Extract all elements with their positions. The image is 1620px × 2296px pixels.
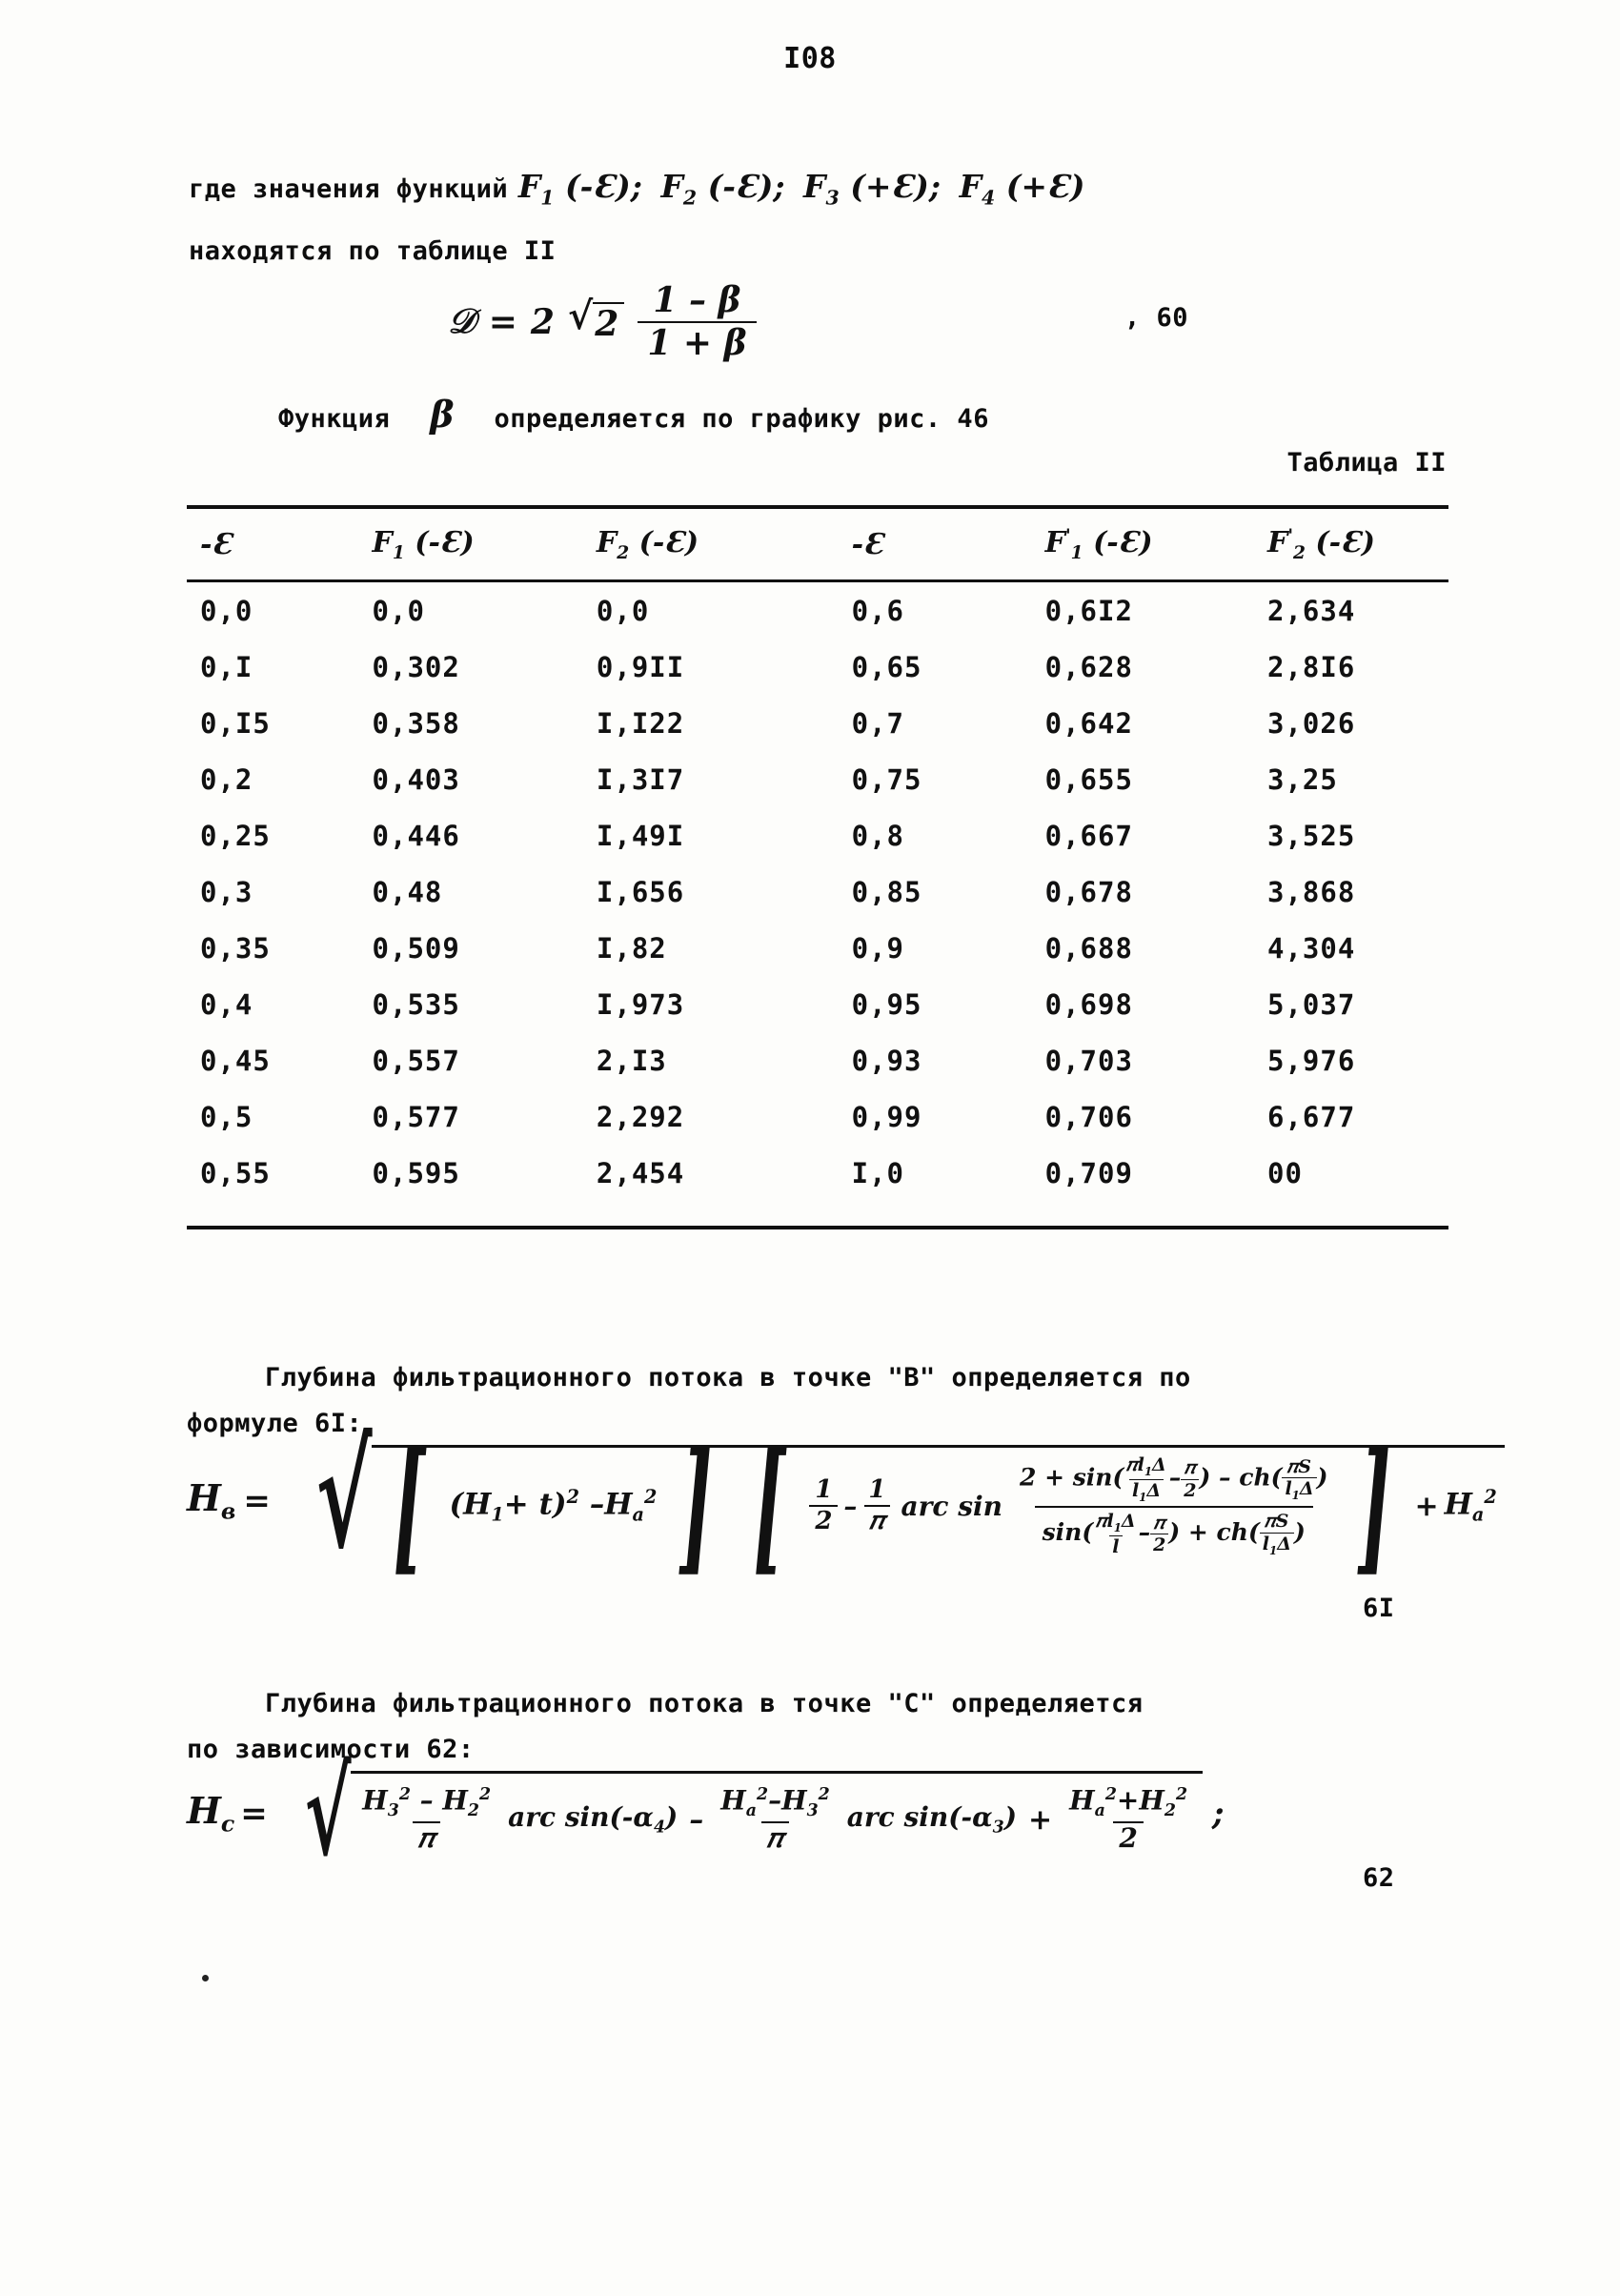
intro-line-1: где значения функций F1 (-Ɛ); F2 (-Ɛ); F… — [189, 160, 1447, 225]
formula-61-equals: = — [243, 1481, 271, 1520]
formula-60: 𝒟 = 2 √ 2 1 – β 1 + β — [448, 282, 757, 362]
formula-62-equals: = — [240, 1794, 268, 1833]
table-row: 0,45 0,557 2,I3 0,93 0,703 5,976 — [200, 1044, 1356, 1077]
formula-60-number: , 60 — [1124, 303, 1189, 333]
column-header-f1-prime: F'1 (-Ɛ) — [1044, 525, 1153, 563]
paragraph-point-b-line-2: формуле 6I: — [187, 1409, 363, 1438]
function-f1: F1 (-Ɛ); — [517, 168, 642, 210]
beta-symbol: β — [430, 393, 455, 436]
page-number: I08 — [783, 42, 837, 75]
formula-61-term-1: (H1+ t)2 –Ha2 — [449, 1486, 658, 1526]
formula-61-plus: + — [1414, 1489, 1439, 1523]
formula-61-big-numerator: 2 + sin(𝜋l1Δ l1Δ – 𝜋 2) – ch(𝜋S l1Δ) — [1019, 1454, 1328, 1504]
formula-61-radical: √ [ (H1+ t)2 –Ha2 ] [ 1 2 – 1 — [278, 1412, 1505, 1590]
formula-61-big-denominator: sin(𝜋l1Δ l – 𝜋 2) + ch(𝜋S l1Δ) — [1034, 1506, 1313, 1557]
table-rule-top — [187, 505, 1448, 509]
column-header-f2-prime: F'2 (-Ɛ) — [1267, 525, 1375, 563]
column-header-f1: F1 (-Ɛ) — [372, 525, 475, 563]
formula-60-sqrt: √ 2 — [567, 294, 625, 344]
bracket-open-icon: [ — [393, 1421, 426, 1590]
table-rule-bottom — [187, 1226, 1448, 1229]
den-frac-3: 𝜋S l1Δ — [1259, 1512, 1294, 1556]
column-header-eps-left: -Ɛ — [200, 527, 233, 561]
formula-61-lhs: Hв — [187, 1476, 236, 1525]
formula-62-term-2-fraction: Ha2–H32 𝜋 — [720, 1784, 830, 1854]
table-row: 0,35 0,509 I,82 0,9 0,688 4,304 — [200, 931, 1356, 965]
table-row: 0,25 0,446 I,49I 0,8 0,667 3,525 — [200, 819, 1356, 852]
formula-61-one-over-pi: 1 𝜋 — [862, 1476, 891, 1534]
paragraph-point-c-line-2: по зависимости 62: — [187, 1735, 475, 1764]
table-row: 0,3 0,48 I,656 0,85 0,678 3,868 — [200, 875, 1356, 908]
table-row: 0,5 0,577 2,292 0,99 0,706 6,677 — [200, 1100, 1356, 1133]
column-header-eps-right: -Ɛ — [851, 527, 884, 561]
bracket-open-2-icon: [ — [753, 1421, 786, 1590]
formula-62-term-1-function: arc sin(-α4) — [508, 1801, 678, 1838]
column-header-f2: F2 (-Ɛ) — [596, 525, 699, 563]
formula-60-lhs: 𝒟 — [448, 301, 476, 342]
formula-60-numerator: 1 – β — [653, 280, 741, 320]
formula-61-minus-2: – — [843, 1490, 858, 1522]
formula-60-radicand: 2 — [593, 302, 625, 344]
formula-62-term-3-fraction: Ha2+H22 2 — [1069, 1784, 1188, 1854]
formula-62-number: 62 — [1363, 1863, 1395, 1893]
formula-61-radicand: [ (H1+ t)2 –Ha2 ] [ 1 2 – 1 𝜋 — [372, 1421, 1505, 1590]
formula-62-term-1-fraction: H32 – H22 𝜋 — [362, 1784, 492, 1854]
formula-60-equals: = — [488, 301, 517, 342]
formula-61-tail: Ha2 — [1444, 1486, 1497, 1526]
formula-61: Hв = √ [ (H1+ t)2 –Ha2 ] [ 1 2 — [187, 1412, 1505, 1590]
function-f2: F2 (-Ɛ); — [660, 168, 785, 210]
num-frac-1: 𝜋l1Δ l1Δ — [1126, 1454, 1166, 1504]
formula-61-one-half: 1 2 — [809, 1476, 839, 1534]
intro-paragraph: где значения функций F1 (-Ɛ); F2 (-Ɛ); F… — [189, 160, 1447, 278]
table-row: 0,I 0,302 0,9II 0,65 0,628 2,8I6 — [200, 650, 1356, 683]
formula-62-radicand: H32 – H22 𝜋 arc sin(-α4) – Ha2–H32 𝜋 arc… — [351, 1771, 1204, 1856]
paragraph-point-b-line-1: Глубина фильтрационного потока в точке "… — [265, 1363, 1191, 1392]
radical-icon: √ — [315, 1412, 373, 1580]
table-row: 0,0 0,0 0,0 0,6 0,6I2 2,634 — [200, 594, 1356, 627]
table-2: -Ɛ F1 (-Ɛ) F2 (-Ɛ) -Ɛ F'1 (- — [187, 505, 1448, 1229]
intro-line-2: находятся по таблице II — [189, 235, 557, 266]
bracket-close-2-icon: ] — [1358, 1421, 1391, 1590]
paragraph-point-b: Глубина фильтрационного потока в точке "… — [187, 1355, 1454, 1447]
beta-definition-line: Функция β определяется по графику рис. 4… — [278, 393, 989, 436]
table-row: 0,I5 0,358 I,I22 0,7 0,642 3,026 — [200, 706, 1356, 740]
formula-62-operator-2: + — [1027, 1802, 1053, 1837]
table-header-row: -Ɛ F1 (-Ɛ) F2 (-Ɛ) -Ɛ F'1 (- — [187, 509, 1448, 579]
radical-icon: √ — [567, 294, 594, 339]
function-f3: F3 (+Ɛ); — [803, 168, 942, 210]
scan-artifact-dot — [202, 1975, 209, 1981]
beta-line-rest: определяется по графику рис. 46 — [494, 404, 989, 434]
formula-62-semicolon: ; — [1212, 1794, 1225, 1833]
paragraph-point-c-line-1: Глубина фильтрационного потока в точке "… — [265, 1689, 1144, 1718]
function-f4: F4 (+Ɛ) — [959, 168, 1085, 210]
formula-61-big-fraction: 2 + sin(𝜋l1Δ l1Δ – 𝜋 2) – ch(𝜋S l1Δ) sin(𝜋l1Δ… — [1012, 1455, 1335, 1556]
table-row: 0,4 0,535 I,973 0,95 0,698 5,037 — [200, 987, 1356, 1021]
formula-62-radical: √ H32 – H22 𝜋 arc sin(-α4) – Ha2–H32 𝜋 a… — [273, 1744, 1204, 1882]
paragraph-point-c: Глубина фильтрационного потока в точке "… — [187, 1681, 1454, 1773]
bracket-close-icon: ] — [679, 1421, 713, 1590]
table-row: 0,55 0,595 2,454 I,0 0,709 00 — [200, 1156, 1303, 1189]
formula-61-number: 6I — [1363, 1594, 1395, 1623]
table-row: 0,2 0,403 I,3I7 0,75 0,655 3,25 — [200, 762, 1338, 796]
formula-62-lhs: Hc — [187, 1789, 235, 1838]
formula-62-term-2-function: arc sin(-α3) — [846, 1801, 1017, 1838]
formula-61-arcsin: arc sin — [901, 1490, 1002, 1522]
beta-line-word: Функция — [278, 404, 391, 434]
formula-62: Hc = √ H32 – H22 𝜋 arc sin(-α4) – Ha2–H3… — [187, 1744, 1225, 1882]
intro-line-1-prefix: где значения функций — [189, 174, 509, 204]
formula-60-coef: 2 — [530, 301, 555, 342]
den-frac-1: 𝜋l1Δ l — [1096, 1511, 1136, 1557]
formula-62-operator-1: – — [689, 1802, 704, 1837]
radical-icon: √ — [304, 1744, 352, 1882]
formula-60-denominator: 1 + β — [638, 320, 757, 362]
table-rule-middle — [187, 579, 1448, 582]
table-caption: Таблица II — [1286, 448, 1447, 477]
formula-60-fraction: 1 – β 1 + β — [638, 280, 757, 362]
num-frac-3: 𝜋S l1Δ — [1282, 1456, 1317, 1502]
